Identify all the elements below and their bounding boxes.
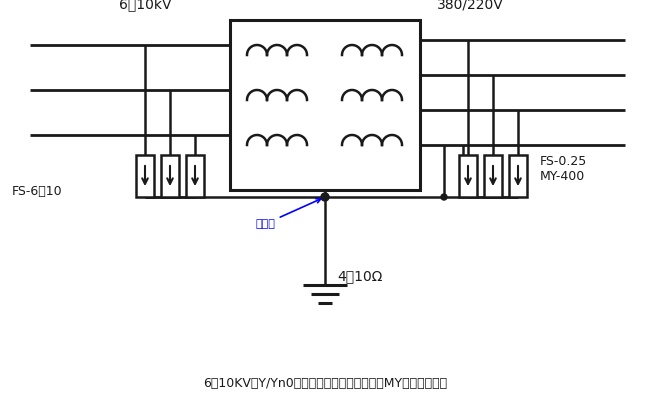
Text: 中性点: 中性点 (255, 199, 321, 229)
Text: 4～10Ω: 4～10Ω (337, 269, 382, 283)
Text: 6～10kV: 6～10kV (118, 0, 171, 11)
Text: MY-400: MY-400 (540, 170, 585, 183)
Bar (509, 155, 527, 197)
Text: 380/220V: 380/220V (437, 0, 503, 11)
Circle shape (321, 193, 329, 201)
Bar (136, 155, 154, 197)
Bar (186, 155, 204, 197)
Bar (161, 155, 179, 197)
Text: FS-6～10: FS-6～10 (12, 185, 62, 198)
Bar (459, 155, 477, 197)
Circle shape (441, 194, 447, 200)
Text: 6～10KV、Y/Yn0变压器的反变换防雷接线（MY－压敏电阵）: 6～10KV、Y/Yn0变压器的反变换防雷接线（MY－压敏电阵） (203, 377, 447, 390)
Bar (484, 155, 502, 197)
Text: FS-0.25: FS-0.25 (540, 155, 587, 168)
Bar (230, 20, 420, 190)
